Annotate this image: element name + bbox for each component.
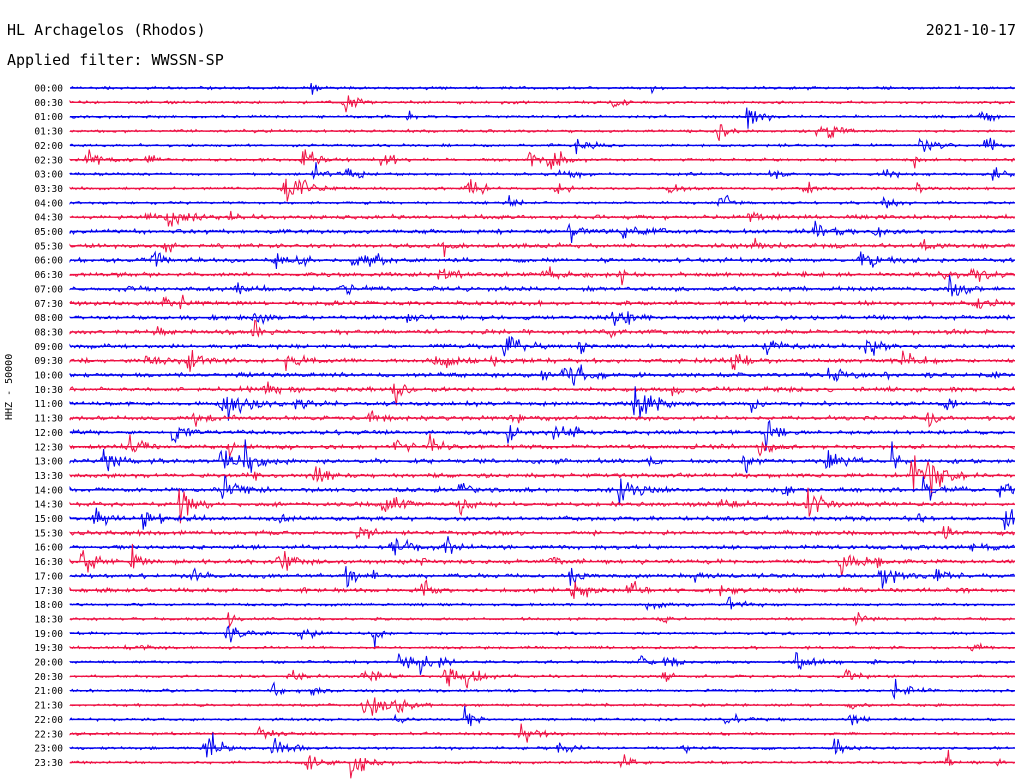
row-tick-label: 05:30 bbox=[34, 241, 63, 252]
row-tick-label: 12:30 bbox=[34, 442, 63, 453]
seismic-trace-line bbox=[69, 381, 1015, 406]
row-tick-label: 13:30 bbox=[34, 471, 63, 482]
row-tick-label: 00:30 bbox=[34, 98, 63, 109]
row-tick-label: 04:00 bbox=[34, 198, 63, 209]
row-tick-label: 09:00 bbox=[34, 342, 63, 353]
row-tick-label: 19:00 bbox=[34, 629, 63, 640]
row-tick-label: 11:30 bbox=[34, 414, 63, 425]
row-tick-label: 16:00 bbox=[34, 543, 63, 554]
row-tick-label: 07:00 bbox=[34, 284, 63, 295]
row-tick-label: 21:30 bbox=[34, 701, 63, 712]
seismic-trace-line bbox=[69, 433, 1015, 458]
row-tick-label: 08:30 bbox=[34, 327, 63, 338]
seismic-trace-line bbox=[69, 668, 1015, 689]
row-tick-label: 08:00 bbox=[34, 313, 63, 324]
row-tick-label: 15:30 bbox=[34, 528, 63, 539]
date-label: 2021-10-17 bbox=[925, 21, 1016, 39]
row-tick-label: 06:00 bbox=[34, 256, 63, 267]
row-tick-label: 22:30 bbox=[34, 729, 63, 740]
row-tick-label: 05:00 bbox=[34, 227, 63, 238]
seismic-trace-line bbox=[69, 596, 1015, 611]
seismic-trace-line bbox=[69, 194, 1015, 209]
row-tick-label: 03:30 bbox=[34, 184, 63, 195]
row-tick-label: 04:30 bbox=[34, 213, 63, 224]
seismic-trace-line bbox=[69, 319, 1015, 339]
seismic-trace-line bbox=[69, 536, 1015, 556]
row-tick-label: 14:30 bbox=[34, 500, 63, 511]
seismic-trace-line bbox=[69, 705, 1015, 727]
row-tick-label: 18:00 bbox=[34, 600, 63, 611]
row-tick-label: 01:00 bbox=[34, 112, 63, 123]
y-axis-label: HHZ - 50000 bbox=[4, 353, 15, 420]
seismic-trace-line bbox=[69, 311, 1015, 326]
seismic-trace-line bbox=[69, 107, 1015, 129]
filter-label: Applied filter: WWSSN-SP bbox=[7, 51, 224, 69]
row-tick-label: 02:30 bbox=[34, 155, 63, 166]
row-tick-label: 17:30 bbox=[34, 586, 63, 597]
seismic-trace-line bbox=[69, 732, 1015, 758]
seismic-trace-line bbox=[69, 651, 1015, 675]
seismic-trace-line bbox=[69, 162, 1015, 181]
row-tick-label: 19:30 bbox=[34, 643, 63, 654]
seismic-trace-line bbox=[69, 82, 1015, 95]
seismic-trace-line bbox=[69, 266, 1015, 286]
row-tick-label: 11:00 bbox=[34, 399, 63, 410]
row-tick-label: 20:30 bbox=[34, 672, 63, 683]
seismic-trace-line bbox=[69, 364, 1015, 386]
row-tick-label: 09:30 bbox=[34, 356, 63, 367]
row-tick-label: 23:30 bbox=[34, 758, 63, 769]
row-tick-label: 13:00 bbox=[34, 457, 63, 468]
seismic-trace-line bbox=[69, 124, 1015, 141]
row-tick-label: 01:30 bbox=[34, 127, 63, 138]
seismic-trace-line bbox=[69, 723, 1015, 743]
seismic-trace-line bbox=[69, 294, 1015, 310]
row-tick-label: 23:00 bbox=[34, 744, 63, 755]
seismic-trace-line bbox=[69, 678, 1015, 700]
seismic-trace-line bbox=[69, 237, 1015, 257]
row-tick-label: 14:00 bbox=[34, 485, 63, 496]
row-tick-label: 00:00 bbox=[34, 84, 63, 95]
row-tick-label: 16:30 bbox=[34, 557, 63, 568]
row-tick-label: 10:00 bbox=[34, 371, 63, 382]
row-tick-label: 07:30 bbox=[34, 299, 63, 310]
seismic-trace-line bbox=[69, 210, 1015, 227]
row-tick-label: 10:30 bbox=[34, 385, 63, 396]
row-tick-label: 02:00 bbox=[34, 141, 63, 152]
row-tick-label: 21:00 bbox=[34, 686, 63, 697]
row-tick-label: 06:30 bbox=[34, 270, 63, 281]
row-tick-label: 18:30 bbox=[34, 614, 63, 625]
row-tick-label: 20:00 bbox=[34, 658, 63, 669]
seismic-trace-line bbox=[69, 625, 1015, 648]
station-title: HL Archagelos (Rhodos) bbox=[7, 21, 206, 39]
seismic-trace-line bbox=[69, 275, 1015, 297]
row-tick-label: 12:00 bbox=[34, 428, 63, 439]
row-tick-label: 03:00 bbox=[34, 170, 63, 181]
seismic-trace-line bbox=[69, 439, 1015, 474]
seismic-trace-line bbox=[69, 566, 1015, 589]
row-tick-label: 22:00 bbox=[34, 715, 63, 726]
row-tick-label: 17:00 bbox=[34, 571, 63, 582]
seismic-trace-line bbox=[69, 95, 1015, 113]
seismic-trace-line bbox=[69, 697, 1015, 716]
seismic-trace-line bbox=[69, 178, 1015, 202]
row-tick-label: 15:00 bbox=[34, 514, 63, 525]
